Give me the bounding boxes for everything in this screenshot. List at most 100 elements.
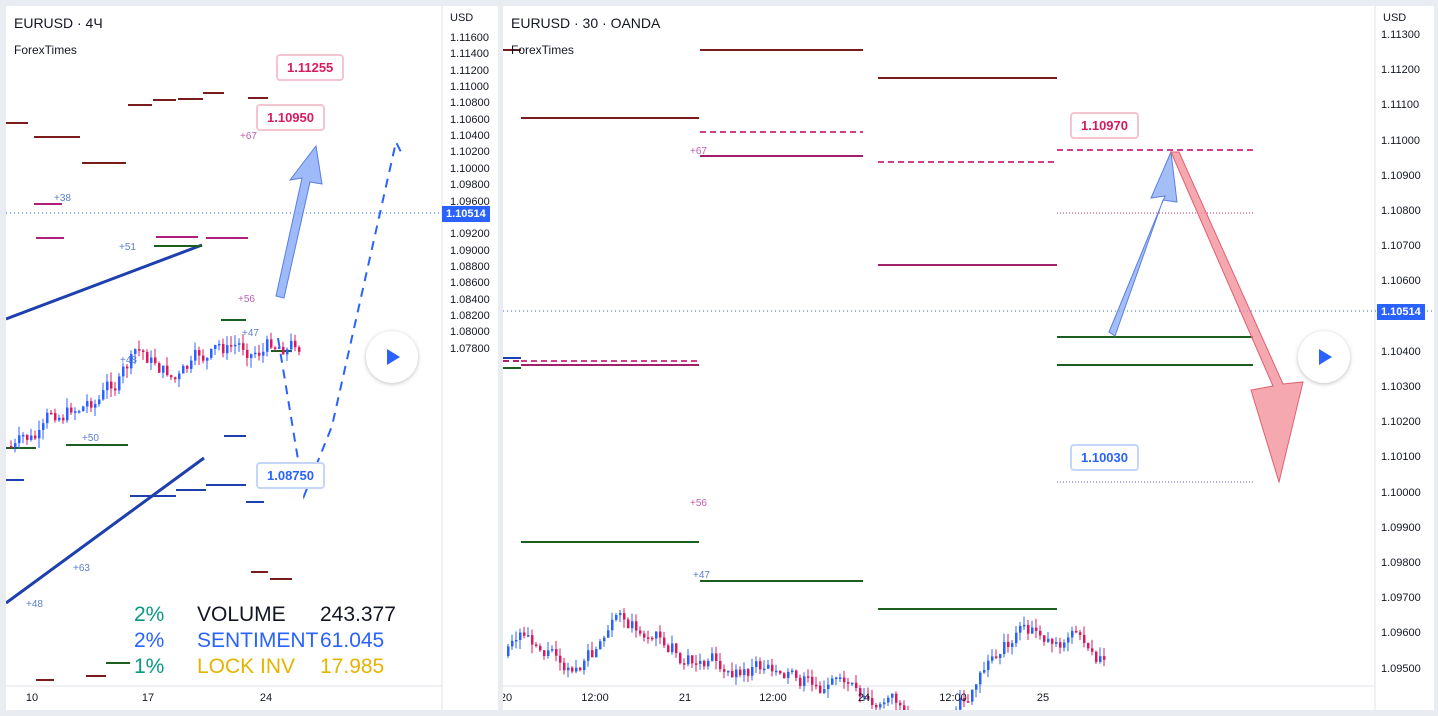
stat-sentiment-pct: 2%: [134, 629, 165, 652]
price-tick-label: 1.11300: [1381, 29, 1420, 41]
candle-body: [555, 649, 558, 656]
candle-body: [1079, 632, 1082, 635]
candle-body: [711, 653, 714, 661]
price-tick-label: 1.10800: [1381, 205, 1421, 217]
stat-lockinv-value: 17.985: [320, 655, 385, 678]
time-tick-label: 10: [25, 692, 39, 704]
candle-body: [591, 650, 594, 658]
candle-body: [74, 411, 77, 413]
stat-volume-label: VOLUME: [197, 603, 286, 626]
candle-body: [839, 677, 842, 680]
candle-body: [767, 664, 770, 669]
level-label: +51: [119, 242, 136, 253]
candle-body: [1099, 656, 1102, 662]
candle-body: [687, 655, 690, 665]
candle-body: [66, 407, 69, 421]
left-chart-canvas[interactable]: +38 +51 +56 +47 +48 +50 +63 +48 +67: [6, 6, 498, 710]
candle-body: [507, 646, 510, 656]
candle-body: [294, 340, 297, 348]
candle-body: [775, 670, 778, 673]
price-tick-label: 1.09700: [1381, 592, 1421, 605]
candle-body: [903, 705, 906, 710]
candle-body: [1095, 651, 1098, 662]
candle-body: [142, 350, 145, 352]
right-chart-canvas[interactable]: +67 +56 +47: [503, 6, 1434, 710]
candle-body: [190, 360, 193, 369]
candle-body: [795, 670, 798, 678]
candle-body: [827, 684, 830, 690]
price-tick-label: 1.10000: [1381, 486, 1421, 499]
left-indicator-name: ForexTimes: [14, 43, 77, 57]
candle-body: [527, 635, 530, 637]
candle-body: [779, 670, 782, 674]
candle-body: [126, 366, 129, 369]
candle-body: [543, 650, 546, 656]
candle-body: [731, 670, 734, 678]
left-current-price-tag: 1.10514: [442, 206, 490, 222]
candle-body: [651, 637, 654, 640]
stat-volume-pct: 2%: [134, 603, 165, 626]
left-callout-lower: 1.08750: [256, 462, 325, 489]
right-play-button[interactable]: [1298, 331, 1350, 383]
candle-body: [246, 349, 249, 359]
candle-body: [150, 357, 153, 363]
left-play-button[interactable]: [366, 331, 418, 383]
level-label: +50: [82, 433, 99, 444]
candle-body: [611, 619, 614, 631]
chart-panel-left[interactable]: +38 +51 +56 +47 +48 +50 +63 +48 +67 EURUSD · 4Ч …: [6, 6, 498, 710]
time-tick-label: 21: [678, 692, 692, 704]
price-tick-label: 1.10100: [1381, 451, 1421, 464]
candle-body: [599, 641, 602, 650]
price-tick-label: 1.09600: [450, 195, 490, 208]
candle-body: [1091, 648, 1094, 652]
candle-body: [743, 669, 746, 676]
stat-lockinv-label: LOCK INV: [197, 655, 296, 678]
time-tick-label: 24: [259, 692, 273, 704]
candle-body: [659, 631, 662, 638]
candle-body: [154, 357, 157, 364]
candle-body: [298, 347, 301, 352]
candle-body: [595, 649, 598, 658]
candle-body: [106, 381, 109, 391]
candle-body: [158, 363, 161, 373]
candle-body: [186, 365, 189, 369]
candle-body: [266, 339, 269, 352]
candle-body: [210, 349, 213, 358]
candle-body: [807, 676, 810, 678]
trendline-upper: [6, 243, 203, 321]
candle-body: [655, 631, 658, 639]
price-tick-label: 1.09800: [450, 179, 490, 192]
candle-body: [14, 443, 17, 448]
candle-body: [671, 643, 674, 653]
price-tick-label: 1.11000: [1381, 134, 1420, 147]
candle-body: [631, 621, 634, 629]
candle-body: [983, 670, 986, 673]
candle-body: [587, 650, 590, 661]
price-tick-label: 1.09500: [1381, 662, 1421, 675]
candle-body: [547, 650, 550, 656]
candle-body: [607, 630, 610, 638]
stat-sentiment-label: SENTIMENT: [197, 629, 319, 652]
time-tick-label: 24: [857, 692, 871, 704]
candle-body: [667, 645, 670, 653]
candle-body: [110, 381, 113, 389]
price-tick-label: 1.09000: [450, 244, 490, 257]
candle-body: [567, 667, 570, 671]
price-tick-label: 1.09900: [1381, 521, 1421, 534]
candle-body: [170, 375, 173, 378]
candle-body: [1071, 630, 1074, 638]
level-label: +56: [690, 498, 707, 509]
candle-body: [979, 672, 982, 685]
candle-body: [575, 667, 578, 672]
candle-body: [1063, 642, 1066, 648]
candle-body: [42, 423, 45, 430]
candle-body: [603, 637, 606, 642]
candle-body: [623, 613, 626, 620]
price-tick-label: 1.11200: [450, 64, 489, 77]
level-label: +47: [242, 328, 259, 339]
chart-panel-right[interactable]: +67 +56 +47 EURUSD · 30 · OANDA ForexTimes…: [503, 6, 1434, 710]
candle-body: [763, 668, 766, 671]
candle-body: [823, 689, 826, 693]
left-chart-title: EURUSD · 4Ч: [14, 15, 103, 31]
candle-body: [563, 662, 566, 671]
